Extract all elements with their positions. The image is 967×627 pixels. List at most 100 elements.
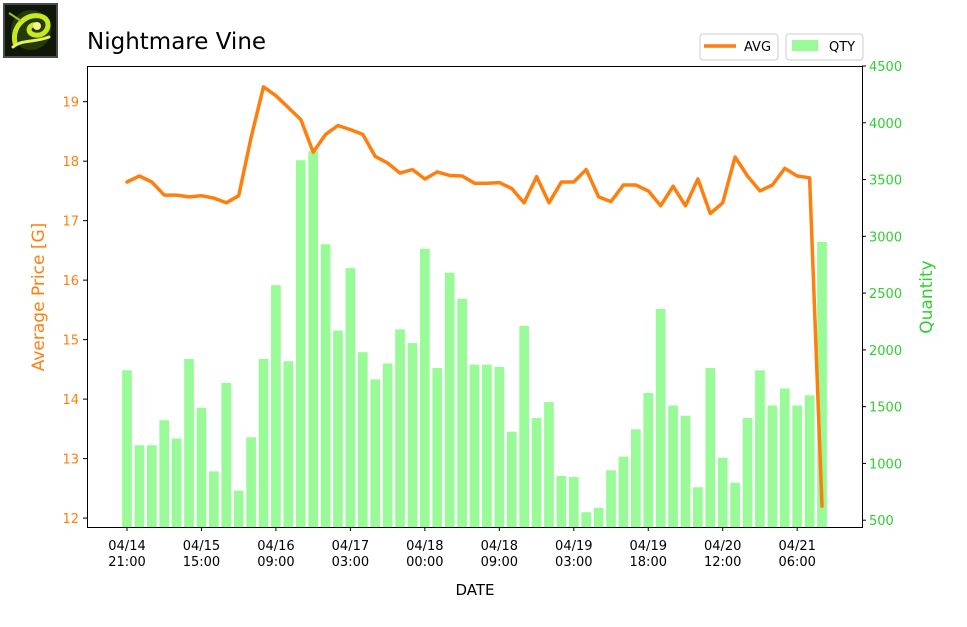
qty-bar bbox=[308, 151, 319, 527]
qty-bar bbox=[246, 437, 256, 527]
y-axis-left-label: Average Price [G] bbox=[29, 223, 49, 372]
y-left-tick-label: 19 bbox=[62, 96, 79, 111]
legend-avg: AVG bbox=[699, 33, 779, 61]
qty-bar bbox=[370, 379, 381, 527]
y-left-tick-label: 16 bbox=[62, 274, 79, 289]
qty-bar bbox=[742, 417, 753, 527]
x-tick-label-date: 04/21 bbox=[778, 539, 815, 554]
qty-bar bbox=[693, 487, 703, 527]
qty-bar bbox=[544, 402, 554, 527]
x-tick-label-time: 09:00 bbox=[257, 555, 294, 570]
y-left-tick-label: 14 bbox=[62, 393, 79, 408]
qty-bar bbox=[134, 445, 145, 527]
qty-bar bbox=[519, 326, 529, 527]
y-right-tick-label: 4500 bbox=[869, 60, 902, 75]
x-tick-label-date: 04/15 bbox=[183, 539, 220, 554]
x-tick-label-time: 00:00 bbox=[406, 555, 443, 570]
qty-bar bbox=[345, 268, 356, 527]
x-tick-label-date: 04/16 bbox=[257, 539, 294, 554]
qty-bar bbox=[779, 388, 790, 527]
y-right-tick-label: 1500 bbox=[869, 401, 902, 416]
x-tick-label-time: 03:00 bbox=[555, 555, 592, 570]
qty-bar bbox=[755, 370, 765, 527]
qty-bar bbox=[444, 272, 455, 527]
y-left-tick-label: 17 bbox=[62, 215, 79, 230]
left-axis: 12 13 14 15 16 17 18 19 bbox=[62, 96, 87, 527]
qty-bar bbox=[395, 329, 405, 527]
y-right-tick-label: 2500 bbox=[869, 287, 902, 302]
qty-bar bbox=[283, 361, 294, 527]
qty-bar bbox=[432, 368, 443, 527]
y-left-tick-label: 12 bbox=[62, 512, 79, 527]
y-right-tick-label: 4000 bbox=[869, 117, 902, 132]
qty-bar bbox=[469, 364, 480, 527]
x-tick-label-time: 15:00 bbox=[183, 555, 220, 570]
legend-qty-label: QTY bbox=[829, 40, 855, 55]
qty-bar bbox=[618, 456, 629, 527]
y-right-tick-label: 2000 bbox=[869, 344, 902, 359]
qty-bar bbox=[568, 477, 579, 527]
qty-bar bbox=[382, 363, 393, 527]
qty-bar bbox=[494, 366, 505, 527]
x-tick-label-date: 04/17 bbox=[332, 539, 369, 554]
y-right-tick-label: 3000 bbox=[869, 230, 902, 245]
qty-bar bbox=[730, 482, 740, 527]
qty-bar bbox=[556, 475, 567, 527]
y-left-tick-label: 18 bbox=[62, 155, 79, 170]
qty-bar bbox=[804, 395, 815, 527]
qty-bar bbox=[209, 471, 219, 527]
qty-bar bbox=[221, 382, 232, 527]
x-tick-label-time: 12:00 bbox=[704, 555, 741, 570]
qty-bar bbox=[357, 352, 368, 527]
x-tick-label-date: 04/19 bbox=[555, 539, 592, 554]
qty-bar bbox=[146, 445, 157, 527]
y-axis-right-label: Quantity bbox=[917, 260, 937, 333]
qty-bar bbox=[233, 490, 244, 527]
qty-bar bbox=[159, 420, 170, 527]
qty-bar bbox=[717, 457, 728, 527]
x-tick-label-time: 21:00 bbox=[108, 555, 145, 570]
qty-bar bbox=[258, 358, 269, 527]
x-tick-label-date: 04/14 bbox=[108, 539, 145, 554]
x-tick-label-time: 09:00 bbox=[481, 555, 518, 570]
qty-bar bbox=[817, 241, 827, 527]
qty-bar bbox=[295, 160, 306, 527]
qty-bar bbox=[705, 368, 716, 527]
y-left-tick-label: 13 bbox=[62, 453, 79, 468]
qty-bar bbox=[420, 248, 430, 527]
x-tick-label-time: 18:00 bbox=[630, 555, 667, 570]
qty-bar bbox=[482, 364, 492, 527]
legend-qty: QTY bbox=[785, 33, 864, 61]
qty-bar bbox=[767, 405, 778, 527]
qty-bar bbox=[643, 393, 654, 527]
qty-bar bbox=[655, 308, 666, 527]
x-tick-label-time: 06:00 bbox=[778, 555, 815, 570]
qty-bar bbox=[792, 405, 803, 527]
legend-avg-label: AVG bbox=[744, 40, 771, 55]
x-axis-label: DATE bbox=[455, 581, 494, 599]
plot-frame bbox=[87, 66, 863, 528]
qty-bar bbox=[531, 417, 542, 527]
x-tick-label-date: 04/18 bbox=[481, 539, 518, 554]
chart-title: Nightmare Vine bbox=[87, 29, 266, 55]
qty-bars bbox=[122, 151, 827, 527]
x-tick-label-time: 03:00 bbox=[332, 555, 369, 570]
y-right-tick-label: 3500 bbox=[869, 174, 902, 189]
qty-bar bbox=[122, 370, 132, 527]
qty-bar bbox=[630, 429, 641, 527]
x-tick-label-date: 04/18 bbox=[406, 539, 443, 554]
qty-bar bbox=[606, 470, 616, 527]
x-tick-label-date: 04/19 bbox=[630, 539, 667, 554]
avg-line-group bbox=[125, 85, 824, 508]
qty-bar bbox=[506, 431, 517, 527]
qty-bar bbox=[184, 358, 194, 527]
item-icon bbox=[3, 3, 58, 58]
qty-bar bbox=[333, 330, 343, 527]
qty-bar bbox=[581, 512, 592, 527]
qty-bar bbox=[407, 343, 418, 527]
avg-line bbox=[125, 85, 824, 508]
y-right-tick-label: 500 bbox=[869, 514, 894, 529]
qty-bar bbox=[668, 405, 678, 527]
x-axis: 04/1421:0004/1515:0004/1609:0004/1703:00… bbox=[108, 527, 816, 570]
